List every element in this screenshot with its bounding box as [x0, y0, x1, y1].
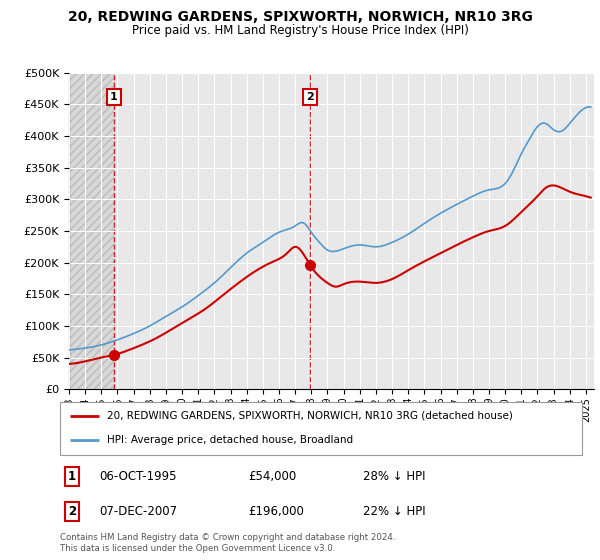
Text: £54,000: £54,000 — [248, 470, 296, 483]
Text: 28% ↓ HPI: 28% ↓ HPI — [363, 470, 425, 483]
Text: 20, REDWING GARDENS, SPIXWORTH, NORWICH, NR10 3RG (detached house): 20, REDWING GARDENS, SPIXWORTH, NORWICH,… — [107, 411, 513, 421]
Text: Price paid vs. HM Land Registry's House Price Index (HPI): Price paid vs. HM Land Registry's House … — [131, 24, 469, 37]
Text: Contains HM Land Registry data © Crown copyright and database right 2024.
This d: Contains HM Land Registry data © Crown c… — [60, 533, 395, 553]
Text: 06-OCT-1995: 06-OCT-1995 — [99, 470, 176, 483]
Text: 1: 1 — [68, 470, 76, 483]
Text: 2: 2 — [68, 505, 76, 518]
FancyBboxPatch shape — [60, 402, 582, 455]
Text: £196,000: £196,000 — [248, 505, 304, 518]
Text: 22% ↓ HPI: 22% ↓ HPI — [363, 505, 425, 518]
Bar — [69, 73, 114, 389]
Text: HPI: Average price, detached house, Broadland: HPI: Average price, detached house, Broa… — [107, 435, 353, 445]
Text: 2: 2 — [307, 92, 314, 102]
Text: 1: 1 — [110, 92, 118, 102]
Text: 07-DEC-2007: 07-DEC-2007 — [99, 505, 177, 518]
Text: 20, REDWING GARDENS, SPIXWORTH, NORWICH, NR10 3RG: 20, REDWING GARDENS, SPIXWORTH, NORWICH,… — [68, 10, 532, 24]
